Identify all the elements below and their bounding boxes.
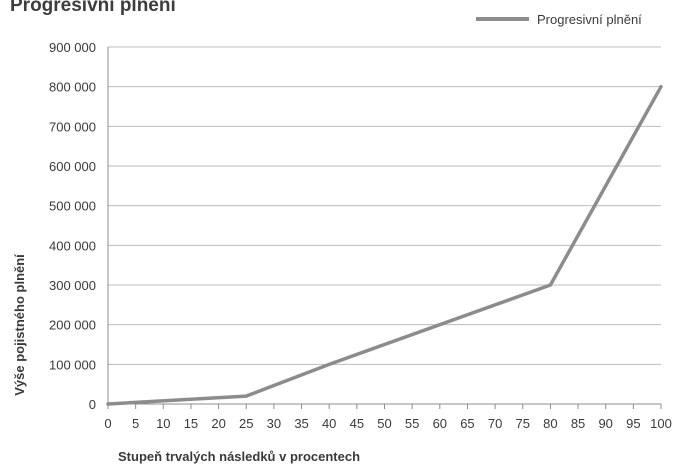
y-tick-label: 800 000 xyxy=(49,80,96,95)
y-tick-label: 400 000 xyxy=(49,238,96,253)
x-tick-label: 5 xyxy=(132,416,139,431)
x-tick-label: 30 xyxy=(267,416,281,431)
x-tick-label: 75 xyxy=(516,416,530,431)
y-tick-label: 300 000 xyxy=(49,278,96,293)
chart-title: Progresivní plnění xyxy=(10,0,176,16)
y-axis-label: Výše pojistného plnění xyxy=(12,254,27,396)
x-tick-label: 55 xyxy=(405,416,419,431)
x-tick-label: 35 xyxy=(294,416,308,431)
x-tick-label: 15 xyxy=(184,416,198,431)
y-tick-label: 100 000 xyxy=(49,357,96,372)
y-tick-label: 900 000 xyxy=(49,40,96,55)
x-tick-label: 20 xyxy=(211,416,225,431)
x-axis: 0 5 10 15 20 25 30 35 40 45 50 55 60 65 70 75 80 85 90 95 10… xyxy=(104,404,672,431)
x-tick-label: 80 xyxy=(543,416,557,431)
y-tick-label: 0 xyxy=(89,397,96,412)
x-tick-label: 45 xyxy=(350,416,364,431)
x-axis-label: Stupeň trvalých následků v procentech xyxy=(118,449,360,464)
x-tick-label: 65 xyxy=(460,416,474,431)
y-tick-label: 200 000 xyxy=(49,318,96,333)
x-tick-label: 10 xyxy=(156,416,170,431)
series-layer xyxy=(106,84,663,406)
x-tick-label: 85 xyxy=(571,416,585,431)
x-tick-label: 40 xyxy=(322,416,336,431)
x-tick-label: 70 xyxy=(488,416,502,431)
x-tick-label: 60 xyxy=(433,416,447,431)
grid xyxy=(107,46,661,405)
y-axis: 0 100 000 200 000 300 000 400 000 500 000 600 … xyxy=(49,40,96,412)
x-tick-label: 25 xyxy=(239,416,253,431)
y-tick-label: 700 000 xyxy=(49,119,96,134)
y-tick-label: 600 000 xyxy=(49,159,96,174)
x-tick-label: 0 xyxy=(104,416,111,431)
series-line xyxy=(106,84,663,406)
x-tick-label: 50 xyxy=(377,416,391,431)
y-tick-label: 500 000 xyxy=(49,199,96,214)
x-tick-label: 90 xyxy=(598,416,612,431)
x-tick-label: 100 xyxy=(650,416,672,431)
legend: Progresivní plnění xyxy=(476,12,642,27)
legend-label: Progresivní plnění xyxy=(537,12,642,27)
x-tick-label: 95 xyxy=(626,416,640,431)
